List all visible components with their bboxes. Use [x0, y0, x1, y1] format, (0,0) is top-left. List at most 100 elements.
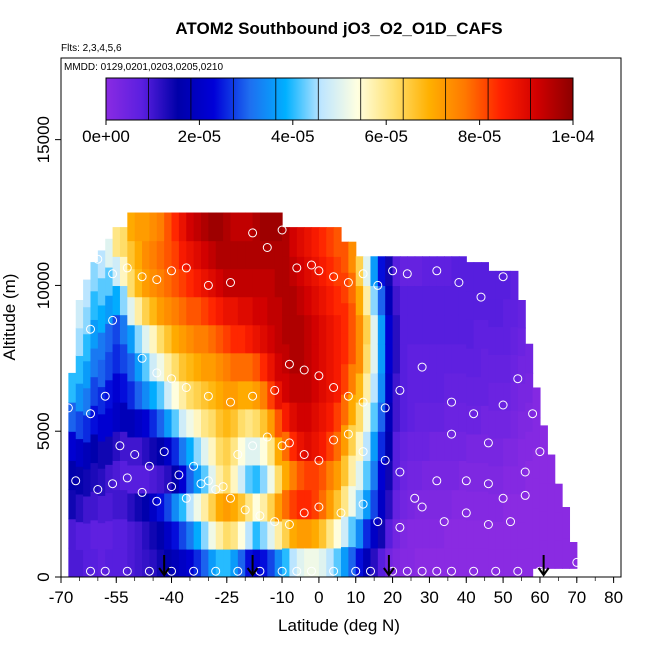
- heatmap-cell: [392, 460, 401, 491]
- heatmap-cell: [377, 402, 386, 432]
- heatmap-cell: [304, 460, 313, 491]
- heatmap-cell: [215, 408, 224, 438]
- heatmap-cell: [237, 324, 246, 354]
- heatmap-cell: [355, 285, 364, 316]
- heatmap-cell: [318, 343, 327, 374]
- heatmap-cell: [178, 464, 187, 494]
- heatmap-cell: [429, 518, 438, 549]
- data-point: [233, 450, 243, 459]
- heatmap-cell: [510, 326, 519, 355]
- y-tick-label: 5000: [34, 412, 53, 450]
- heatmap-cell: [436, 314, 445, 345]
- data-point: [167, 266, 176, 276]
- data-point: [284, 520, 294, 529]
- heatmap-cell: [363, 314, 372, 345]
- heatmap-cell: [444, 460, 453, 491]
- data-point: [63, 403, 73, 413]
- data-point: [395, 522, 405, 532]
- heatmap-cell: [119, 285, 128, 316]
- heatmap-cell: [75, 521, 84, 550]
- heatmap-cell: [83, 306, 92, 335]
- heatmap-cell: [215, 548, 224, 577]
- x-tick-label: 10: [346, 588, 365, 607]
- heatmap-cell: [311, 227, 320, 257]
- heatmap-cell: [134, 296, 143, 326]
- heatmap-cell: [119, 314, 128, 345]
- heatmap-cell: [525, 343, 534, 374]
- heatmap-cell: [208, 408, 217, 438]
- data-point: [122, 473, 132, 483]
- heatmap-cell: [517, 355, 526, 384]
- data-point: [144, 461, 154, 471]
- heatmap-cell: [274, 380, 283, 410]
- data-point: [226, 278, 235, 287]
- heatmap-cell: [517, 327, 526, 357]
- data-point: [203, 280, 213, 290]
- heatmap-cell: [399, 431, 408, 461]
- heatmap-cell: [201, 240, 209, 270]
- heatmap-cell: [503, 549, 512, 577]
- heatmap-cell: [201, 296, 209, 326]
- heatmap-cell: [282, 343, 291, 374]
- heatmap-cell: [208, 520, 217, 550]
- heatmap-cell: [348, 424, 357, 456]
- heatmap-cell: [68, 518, 77, 549]
- heatmap-cell: [370, 402, 379, 432]
- heatmap-cell: [495, 521, 504, 550]
- heatmap-cell: [392, 431, 401, 461]
- heatmap-cell: [363, 547, 372, 577]
- y-axis: 0 5000 10000 15000: [34, 116, 61, 582]
- heatmap-cell: [348, 516, 357, 548]
- heatmap-cell: [341, 272, 349, 304]
- data-point: [506, 517, 515, 527]
- heatmap-cell: [223, 324, 232, 354]
- heatmap-cell: [495, 270, 504, 300]
- heatmap-cell: [399, 489, 408, 520]
- heatmap-cell: [230, 324, 239, 354]
- heatmap-cell: [215, 436, 224, 466]
- heatmap-cell: [407, 285, 416, 316]
- heatmap-cell: [436, 489, 445, 520]
- data-point: [159, 447, 169, 457]
- heatmap-cell: [259, 436, 268, 466]
- heatmap-cell: [186, 296, 195, 326]
- heatmap-cell: [186, 352, 195, 382]
- heatmap-cell: [208, 212, 217, 242]
- heatmap-cell: [333, 256, 342, 287]
- heatmap-cell: [164, 212, 173, 242]
- heatmap-cell: [296, 518, 305, 549]
- heatmap-cell: [473, 290, 482, 320]
- heatmap-cell: [370, 431, 379, 461]
- heatmap-cell: [127, 548, 136, 577]
- heatmap-cell: [399, 518, 408, 549]
- heatmap-cell: [341, 333, 349, 365]
- heatmap-cell: [156, 436, 165, 466]
- heatmap-cell: [267, 548, 276, 577]
- heatmap-cell: [341, 363, 349, 395]
- heatmap-cell: [304, 518, 313, 549]
- heatmap-cell: [326, 256, 335, 287]
- heatmap-cell: [97, 332, 106, 360]
- data-point: [314, 502, 324, 512]
- heatmap-cell: [267, 352, 276, 382]
- heatmap-cell: [164, 380, 173, 410]
- heatmap-cell: [481, 405, 489, 435]
- heatmap-cell: [186, 212, 195, 242]
- heatmap-cell: [458, 431, 467, 461]
- heatmap-cell: [282, 489, 291, 520]
- heatmap-cell: [252, 324, 261, 354]
- data-point: [248, 441, 258, 451]
- heatmap-cell: [208, 240, 217, 270]
- data-point: [277, 566, 287, 576]
- heatmap-cell: [289, 343, 298, 374]
- heatmap-cell: [149, 548, 158, 577]
- data-point: [122, 566, 132, 576]
- heatmap-cell: [259, 212, 268, 242]
- heatmap-cell: [230, 492, 239, 522]
- heatmap-cell: [142, 212, 151, 242]
- x-tick-label: -70: [49, 588, 74, 607]
- heatmap-cell: [237, 548, 246, 577]
- heatmap-cell: [495, 298, 504, 328]
- heatmap-cell: [127, 380, 136, 410]
- heatmap-cell: [554, 540, 563, 569]
